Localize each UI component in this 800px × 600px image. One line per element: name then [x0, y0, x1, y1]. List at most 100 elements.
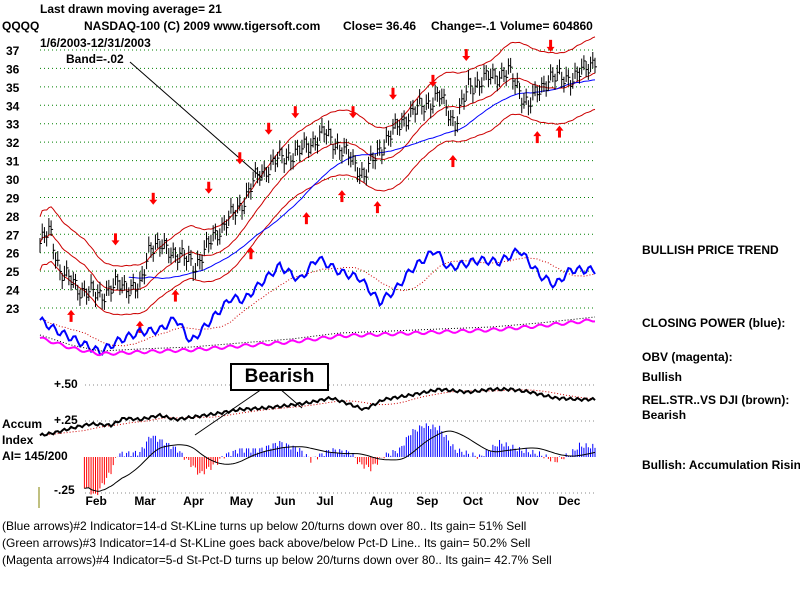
upper-band-line — [39, 36, 596, 267]
sell-arrow — [235, 152, 244, 165]
arrow-head — [246, 247, 255, 253]
buy-arrow — [533, 131, 542, 144]
accum-label: Accum — [2, 417, 43, 431]
arrow-shaft — [69, 313, 73, 322]
arrow-shaft — [304, 216, 308, 225]
sell-arrow — [264, 122, 273, 135]
month-label: Jun — [274, 494, 295, 508]
relstr-status: Bearish — [642, 408, 687, 422]
obv-ma-line — [39, 316, 596, 352]
sell-arrow — [546, 39, 555, 52]
arrow-head — [302, 212, 311, 218]
price-tick-label: 34 — [6, 99, 20, 113]
sell-arrow — [428, 74, 437, 87]
price-tick-label: 37 — [6, 44, 20, 58]
arrow-shaft — [207, 181, 211, 190]
lower-band-line — [39, 108, 596, 316]
buy-arrow — [555, 125, 564, 138]
month-label: Jul — [316, 494, 333, 508]
arrow-head — [373, 201, 382, 207]
price-tick-label: 26 — [6, 247, 20, 261]
month-label: Oct — [463, 494, 483, 508]
arrow-shaft — [375, 205, 379, 214]
arrow-shaft — [151, 192, 155, 201]
arrow-head — [291, 113, 300, 119]
arrow-head — [171, 289, 180, 295]
arrow-shaft — [351, 106, 355, 115]
callout-pointer-line — [194, 388, 263, 436]
accum-ma-line — [84, 430, 596, 492]
closing-power-line — [39, 247, 596, 356]
arrow-head — [149, 199, 158, 205]
arrow-head — [555, 125, 564, 131]
price-tick-label: 28 — [6, 210, 20, 224]
closing-power-label: CLOSING POWER (blue): — [642, 316, 786, 330]
price-trend-label: BULLISH PRICE TREND — [642, 243, 779, 257]
accum-status: Bullish: Accumulation Rising — [642, 458, 800, 472]
rel-strength-ma-line — [39, 389, 596, 436]
accum-tick-25: +.25 — [54, 413, 78, 427]
price-tick-label: 30 — [6, 173, 20, 187]
arrow-shaft — [293, 106, 297, 115]
arrow-head — [264, 129, 273, 135]
chart-title: NASDAQ-100 (C) 2009 www.tigersoft.com — [84, 19, 321, 33]
month-label: Apr — [183, 494, 204, 508]
band-label: Band=-.02 — [66, 52, 124, 66]
arrow-shaft — [113, 233, 117, 242]
relstr-label: REL.STR..VS DJI (brown): — [642, 393, 790, 407]
month-label: Nov — [516, 494, 539, 508]
symbol: QQQQ — [2, 19, 40, 33]
sell-arrow — [462, 49, 471, 62]
accum-tick-50: +.50 — [54, 377, 78, 391]
long-moving-average-line — [128, 79, 596, 280]
index-label: Index — [2, 433, 34, 447]
month-label: Dec — [558, 494, 580, 508]
month-label: Mar — [134, 494, 156, 508]
arrow-head — [67, 309, 76, 315]
arrow-head — [388, 94, 397, 100]
arrow-head — [546, 46, 555, 52]
footer-line-1: (Blue arrows)#2 Indicator=14-d St-KLine … — [2, 519, 527, 533]
close-value: Close= 36.46 — [343, 19, 417, 33]
arrow-shaft — [238, 152, 242, 161]
obv-label: OBV (magenta): — [642, 350, 733, 364]
sell-arrow — [204, 181, 213, 194]
arrow-shaft — [340, 194, 344, 203]
footer-line-2: (Green arrows)#3 Indicator=14-d St-KLine… — [2, 536, 531, 550]
callout-pointer-line — [279, 388, 303, 409]
price-tick-label: 24 — [6, 284, 20, 298]
buy-arrow — [67, 309, 76, 322]
month-label: Feb — [86, 494, 107, 508]
buy-arrow — [246, 247, 255, 260]
obv-line — [39, 318, 596, 357]
arrow-head — [349, 113, 358, 119]
change-value: Change=-.1 — [431, 19, 497, 33]
sell-arrow — [388, 87, 397, 100]
ai-value: AI= 145/200 — [2, 449, 68, 463]
price-tick-label: 32 — [6, 136, 20, 150]
ma-label: Last drawn moving average= 21 — [40, 2, 222, 16]
month-label: May — [230, 494, 254, 508]
arrow-head — [204, 188, 213, 194]
arrow-head — [235, 159, 244, 165]
arrow-shaft — [267, 122, 271, 131]
arrow-head — [428, 81, 437, 87]
price-tick-label: 25 — [6, 265, 20, 279]
arrow-head — [448, 155, 457, 161]
arrow-shaft — [431, 74, 435, 83]
price-tick-label: 31 — [6, 155, 20, 169]
price-tick-label: 27 — [6, 228, 20, 242]
price-tick-label: 33 — [6, 118, 20, 132]
buy-arrow — [448, 155, 457, 168]
buy-arrow — [337, 190, 346, 203]
arrow-head — [462, 56, 471, 62]
arrow-shaft — [549, 39, 553, 48]
obv-status: Bullish — [642, 370, 683, 384]
price-tick-label: 23 — [6, 302, 20, 316]
sell-arrow — [349, 106, 358, 119]
month-label: Aug — [370, 494, 393, 508]
closing-power-ma-line — [39, 257, 596, 347]
arrow-shaft — [535, 135, 539, 144]
arrow-shaft — [249, 251, 253, 260]
